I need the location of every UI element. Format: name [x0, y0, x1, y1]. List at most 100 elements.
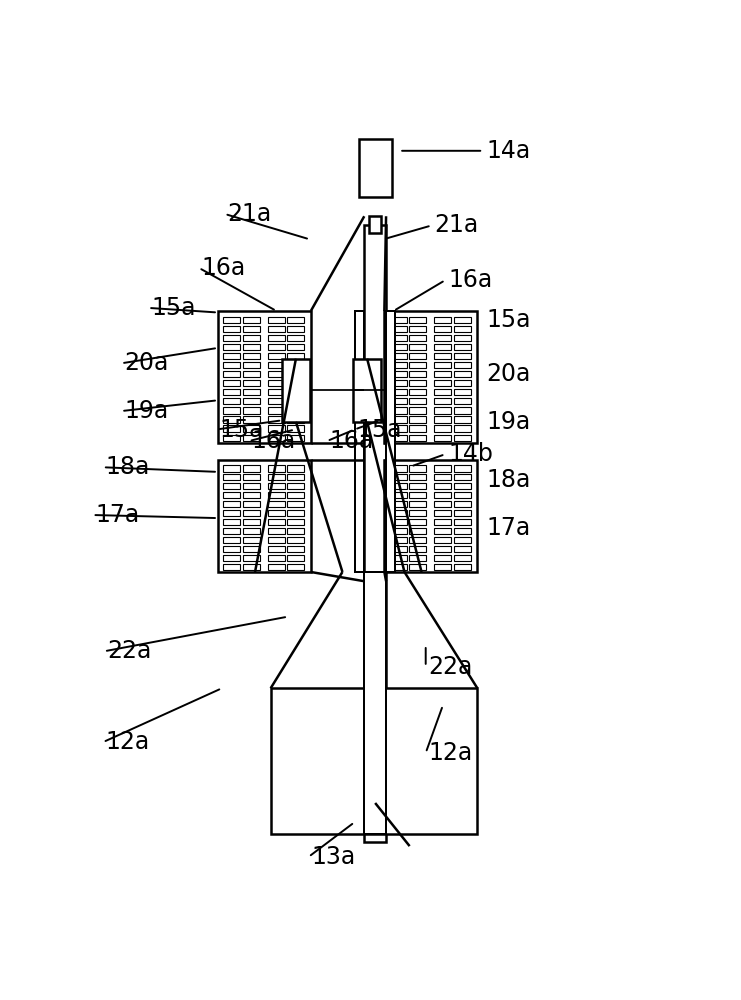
Bar — [287, 407, 304, 414]
Bar — [410, 546, 426, 552]
Bar — [268, 398, 285, 404]
Bar — [287, 398, 304, 404]
Bar — [359, 139, 392, 197]
Bar — [268, 425, 285, 432]
Bar — [453, 474, 471, 480]
Bar — [390, 492, 407, 498]
Bar — [365, 572, 386, 834]
Bar — [453, 407, 471, 414]
Bar — [453, 335, 471, 341]
Bar — [287, 465, 304, 472]
Bar — [243, 407, 260, 414]
Bar — [390, 483, 407, 489]
Bar — [410, 510, 426, 516]
Bar — [434, 519, 451, 525]
Text: 15a: 15a — [357, 418, 402, 442]
Bar — [287, 555, 304, 561]
Bar — [453, 546, 471, 552]
Bar — [287, 483, 304, 489]
Bar — [453, 380, 471, 386]
Bar — [410, 435, 426, 441]
Bar — [390, 528, 407, 534]
Bar — [287, 435, 304, 441]
Bar — [410, 465, 426, 472]
Bar — [453, 389, 471, 395]
Bar — [390, 353, 407, 359]
Bar — [243, 353, 260, 359]
Bar — [410, 317, 426, 323]
Bar — [268, 519, 285, 525]
Bar — [243, 537, 260, 543]
Bar — [434, 483, 451, 489]
Bar — [287, 317, 304, 323]
Bar — [268, 537, 285, 543]
Bar — [287, 362, 304, 368]
Bar — [268, 326, 285, 332]
Bar — [390, 537, 407, 543]
Bar — [390, 519, 407, 525]
Bar — [434, 362, 451, 368]
Bar — [223, 537, 240, 543]
Bar — [218, 460, 310, 572]
Bar — [410, 344, 426, 350]
Bar — [270, 688, 477, 834]
Bar — [410, 425, 426, 432]
Bar — [243, 389, 260, 395]
Bar — [365, 225, 386, 842]
Bar — [268, 317, 285, 323]
Bar — [385, 311, 477, 443]
Bar — [390, 510, 407, 516]
Bar — [223, 416, 240, 423]
Bar — [453, 416, 471, 423]
Bar — [410, 537, 426, 543]
Text: 22a: 22a — [428, 655, 473, 679]
Bar — [223, 326, 240, 332]
Bar — [287, 425, 304, 432]
Bar — [223, 317, 240, 323]
Bar — [410, 528, 426, 534]
Bar — [434, 528, 451, 534]
Bar — [243, 317, 260, 323]
Bar — [453, 371, 471, 377]
Text: 16a: 16a — [252, 429, 296, 453]
Bar — [223, 389, 240, 395]
Bar — [410, 389, 426, 395]
Text: 17a: 17a — [96, 503, 140, 527]
Bar — [243, 519, 260, 525]
Text: 18a: 18a — [106, 455, 150, 479]
Bar — [243, 362, 260, 368]
Bar — [434, 555, 451, 561]
Bar — [434, 492, 451, 498]
Bar — [223, 344, 240, 350]
Bar — [410, 501, 426, 507]
Bar — [453, 519, 471, 525]
Text: 12a: 12a — [428, 741, 473, 765]
Bar — [390, 474, 407, 480]
Bar — [434, 425, 451, 432]
Bar — [223, 546, 240, 552]
Bar — [453, 425, 471, 432]
Bar — [434, 317, 451, 323]
Bar — [434, 398, 451, 404]
Bar — [243, 465, 260, 472]
Bar — [223, 362, 240, 368]
Bar — [243, 371, 260, 377]
Bar — [223, 483, 240, 489]
Text: 20a: 20a — [124, 351, 169, 375]
Bar — [410, 371, 426, 377]
Bar — [287, 501, 304, 507]
Text: 19a: 19a — [124, 399, 168, 423]
Bar — [434, 435, 451, 441]
Text: 16a: 16a — [330, 429, 374, 453]
Bar — [268, 353, 285, 359]
Text: 15a: 15a — [486, 308, 531, 332]
Bar — [369, 216, 381, 233]
Bar — [287, 344, 304, 350]
Bar — [223, 371, 240, 377]
Bar — [268, 528, 285, 534]
Bar — [434, 335, 451, 341]
Bar — [243, 435, 260, 441]
Text: 16a: 16a — [448, 268, 492, 292]
Bar — [390, 317, 407, 323]
Bar — [390, 335, 407, 341]
